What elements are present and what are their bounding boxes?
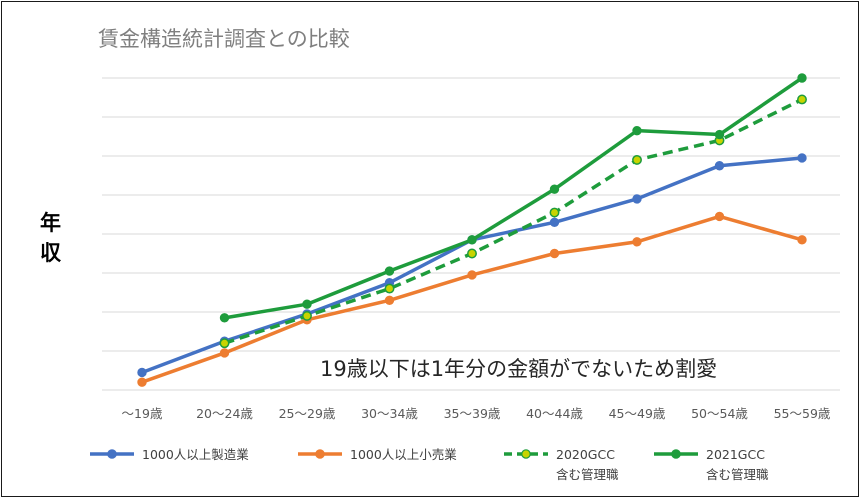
- data-point: [549, 217, 560, 228]
- data-point: [467, 270, 477, 280]
- data-point: [219, 338, 230, 349]
- legend-label: 2021GCC: [706, 447, 765, 462]
- x-axis-ticks: ～19歳 20～24歳 25～29歳 30～34歳 35～39歳 40～44歳 45～49歳…: [122, 406, 831, 421]
- y-axis-label-char-2: 収: [40, 241, 62, 265]
- legend-label: 1000人以上製造業: [142, 447, 249, 462]
- legend-item-3: 2020GCC 含む管理職: [504, 447, 619, 482]
- data-point: [137, 377, 147, 387]
- chart-title: 賃金構造統計調査との比較: [98, 27, 350, 51]
- data-point: [219, 348, 230, 358]
- data-point: [714, 161, 725, 171]
- data-point: [384, 266, 395, 276]
- data-point: [467, 235, 477, 245]
- x-tick-label: ～19歳: [122, 406, 163, 421]
- x-tick-label: 30～34歳: [361, 406, 418, 421]
- legend-label: 含む管理職: [556, 467, 619, 482]
- x-tick-label: 45～49歳: [609, 406, 666, 421]
- annotation-note: 19歳以下は1年分の金額がでないため割愛: [320, 357, 717, 381]
- legend-item-1: 1000人以上製造業: [90, 447, 249, 462]
- data-point: [797, 153, 807, 163]
- data-point: [219, 313, 230, 323]
- legend-item-2: 1000人以上小売業: [298, 447, 457, 462]
- series-line-3: [223, 97, 803, 345]
- data-point: [549, 184, 560, 194]
- data-point: [384, 295, 395, 305]
- legend-label: 1000人以上小売業: [350, 447, 457, 462]
- data-point: [384, 283, 395, 294]
- legend: 1000人以上製造業 1000人以上小売業 2020GCC 含む管理職 2021GCC 含…: [90, 447, 769, 482]
- data-point: [302, 299, 312, 309]
- legend-swatch-marker: [107, 449, 117, 459]
- series-line-4: [222, 76, 804, 320]
- data-point: [632, 237, 642, 247]
- data-point: [714, 129, 725, 140]
- data-point: [797, 73, 807, 83]
- data-point: [797, 94, 807, 105]
- legend-label: 含む管理職: [706, 467, 769, 482]
- data-point: [137, 367, 147, 378]
- data-point: [632, 154, 642, 165]
- legend-swatch-marker: [671, 449, 681, 459]
- data-point: [302, 310, 312, 321]
- y-axis-label-char-1: 年: [40, 211, 61, 235]
- x-tick-label: 25～29歳: [279, 406, 336, 421]
- data-point: [549, 248, 560, 259]
- x-tick-label: 40～44歳: [526, 406, 583, 421]
- series-line-1: [140, 156, 804, 375]
- data-point: [632, 125, 642, 136]
- data-point: [797, 235, 807, 245]
- legend-label: 2020GCC: [556, 447, 615, 462]
- x-tick-label: 35～39歳: [444, 406, 501, 421]
- gridlines: [102, 77, 840, 391]
- x-tick-label: 55～59歳: [774, 406, 831, 421]
- x-tick-label: 50～54歳: [691, 406, 748, 421]
- data-point: [714, 211, 725, 222]
- data-point: [549, 207, 560, 218]
- data-point: [632, 194, 642, 204]
- legend-swatch-marker: [521, 449, 531, 459]
- legend-swatch-marker: [315, 449, 325, 459]
- data-point: [467, 248, 477, 259]
- legend-item-4: 2021GCC 含む管理職: [654, 447, 769, 482]
- series-layer: [137, 73, 807, 387]
- x-tick-label: 20～24歳: [196, 406, 253, 421]
